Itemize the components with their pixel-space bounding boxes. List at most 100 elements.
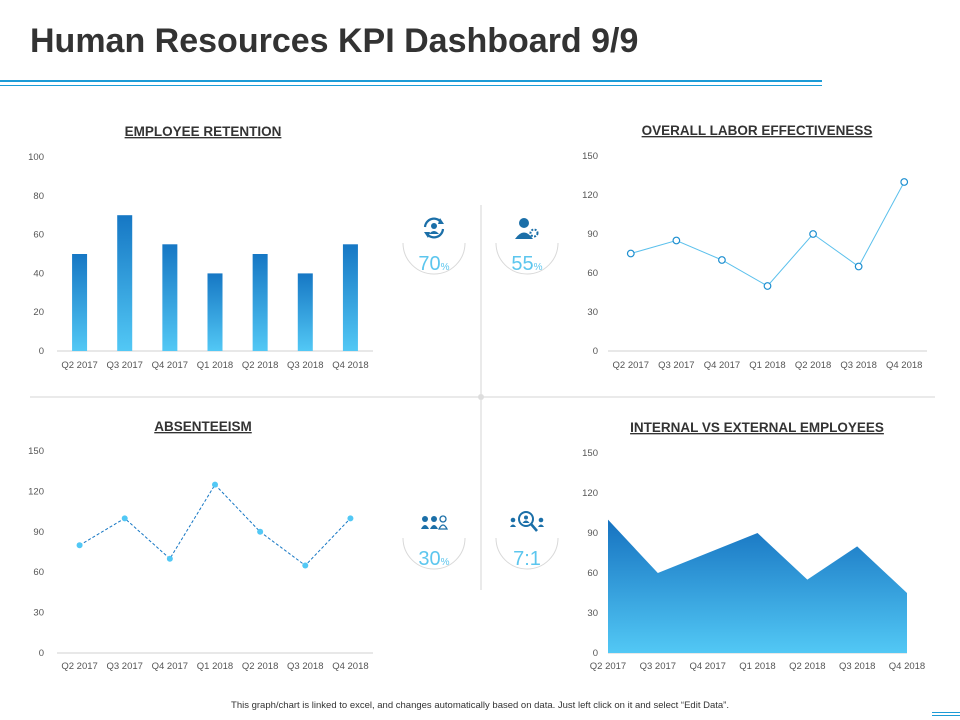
kpi-arc [495, 537, 559, 570]
x-tick-label: Q4 2018 [886, 360, 922, 371]
data-point [854, 262, 863, 271]
y-tick-label: 0 [39, 648, 44, 659]
y-tick-label: 0 [593, 346, 598, 357]
x-tick-label: Q3 2018 [287, 360, 323, 371]
bar [207, 273, 223, 351]
y-tick-label: 80 [33, 191, 44, 202]
x-tick-label: Q4 2017 [689, 661, 725, 672]
kpi-value: 30% [418, 548, 450, 570]
data-point [166, 555, 173, 562]
y-tick-label: 120 [28, 486, 44, 497]
y-tick-label: 60 [33, 567, 44, 578]
search-people-icon [510, 511, 544, 532]
corner-decoration [932, 712, 960, 718]
chart-title: EMPLOYEE RETENTION [125, 124, 282, 139]
kpi-value: 55% [511, 253, 543, 275]
y-tick-label: 150 [582, 448, 598, 459]
page-title: Human Resources KPI Dashboard 9/9 [30, 22, 639, 60]
x-tick-label: Q2 2017 [61, 661, 97, 672]
kpi-arc [495, 242, 559, 275]
x-tick-label: Q2 2017 [613, 360, 649, 371]
data-point [212, 481, 218, 488]
x-tick-label: Q2 2017 [61, 360, 97, 371]
user-gear-icon [515, 218, 539, 239]
x-tick-label: Q3 2018 [287, 661, 323, 672]
y-tick-label: 40 [33, 268, 44, 279]
y-tick-label: 150 [28, 446, 44, 457]
x-tick-label: Q4 2017 [152, 360, 188, 371]
x-tick-label: Q2 2018 [242, 360, 278, 371]
x-tick-label: Q1 2018 [739, 661, 775, 672]
y-tick-label: 120 [582, 190, 598, 201]
x-tick-label: Q1 2018 [197, 360, 233, 371]
y-tick-label: 20 [33, 307, 44, 318]
data-point [763, 282, 772, 290]
y-tick-label: 120 [582, 488, 598, 499]
y-tick-label: 30 [587, 307, 598, 318]
y-tick-label: 60 [33, 230, 44, 241]
data-point [626, 249, 635, 258]
footer-note: This graph/chart is linked to excel, and… [231, 700, 729, 711]
kpi-ratio-badge: 7:1 [492, 510, 562, 580]
x-tick-label: Q2 2018 [242, 661, 278, 672]
x-tick-label: Q3 2017 [658, 360, 694, 371]
x-tick-label: Q4 2018 [332, 360, 368, 371]
data-point [257, 528, 264, 535]
y-tick-label: 90 [587, 229, 598, 240]
data-point [718, 256, 726, 264]
x-tick-label: Q3 2017 [640, 661, 676, 672]
refresh-user-icon [423, 217, 445, 239]
kpi-absenteeism-badge: 30% [399, 510, 469, 580]
x-tick-label: Q4 2018 [889, 661, 925, 672]
x-tick-label: Q3 2018 [840, 360, 876, 371]
chart-title: ABSENTEEISM [154, 419, 252, 434]
kpi-arc [402, 242, 466, 275]
kpi-value: 7:1 [513, 548, 541, 570]
x-tick-label: Q2 2017 [590, 661, 626, 672]
y-tick-label: 30 [33, 608, 44, 619]
y-tick-label: 30 [587, 608, 598, 619]
x-tick-label: Q3 2017 [106, 360, 142, 371]
data-point [900, 178, 909, 186]
x-tick-label: Q4 2018 [332, 661, 368, 672]
bar [162, 244, 178, 351]
x-tick-label: Q4 2017 [704, 360, 740, 371]
x-tick-label: Q3 2017 [106, 661, 142, 672]
y-tick-label: 90 [587, 528, 598, 539]
data-point [302, 562, 309, 569]
x-tick-label: Q4 2017 [152, 661, 188, 672]
data-point [809, 230, 817, 238]
kpi-user-settings-badge: 55% [492, 215, 562, 285]
kpi-arc [402, 537, 466, 570]
title-underline-thin [0, 85, 822, 86]
data-point [76, 542, 83, 549]
kpi-retention-badge: 70% [399, 215, 469, 285]
data-point [121, 515, 128, 522]
chart-title: OVERALL LABOR EFFECTIVENESS [642, 123, 873, 138]
x-tick-label: Q2 2018 [789, 661, 825, 672]
bar [297, 273, 313, 351]
x-tick-label: Q1 2018 [749, 360, 785, 371]
series-line [79, 483, 351, 567]
title-underline [0, 80, 822, 82]
y-tick-label: 90 [33, 527, 44, 538]
x-tick-label: Q3 2018 [839, 661, 875, 672]
data-point [672, 236, 681, 245]
x-tick-label: Q2 2018 [795, 360, 831, 371]
kpi-value: 70% [418, 253, 450, 275]
x-tick-label: Q1 2018 [197, 661, 233, 672]
bar [342, 244, 358, 351]
bar [252, 254, 268, 351]
y-tick-label: 100 [28, 152, 44, 163]
y-tick-label: 60 [587, 268, 598, 279]
group-icon [421, 515, 449, 530]
data-point [347, 515, 354, 522]
area-series [608, 519, 907, 653]
divider-center-dot [478, 394, 484, 400]
series-line [630, 181, 905, 287]
y-tick-label: 60 [587, 568, 598, 579]
y-tick-label: 0 [39, 346, 44, 357]
chart-title: INTERNAL VS EXTERNAL EMPLOYEES [630, 420, 884, 435]
bar [72, 254, 88, 351]
